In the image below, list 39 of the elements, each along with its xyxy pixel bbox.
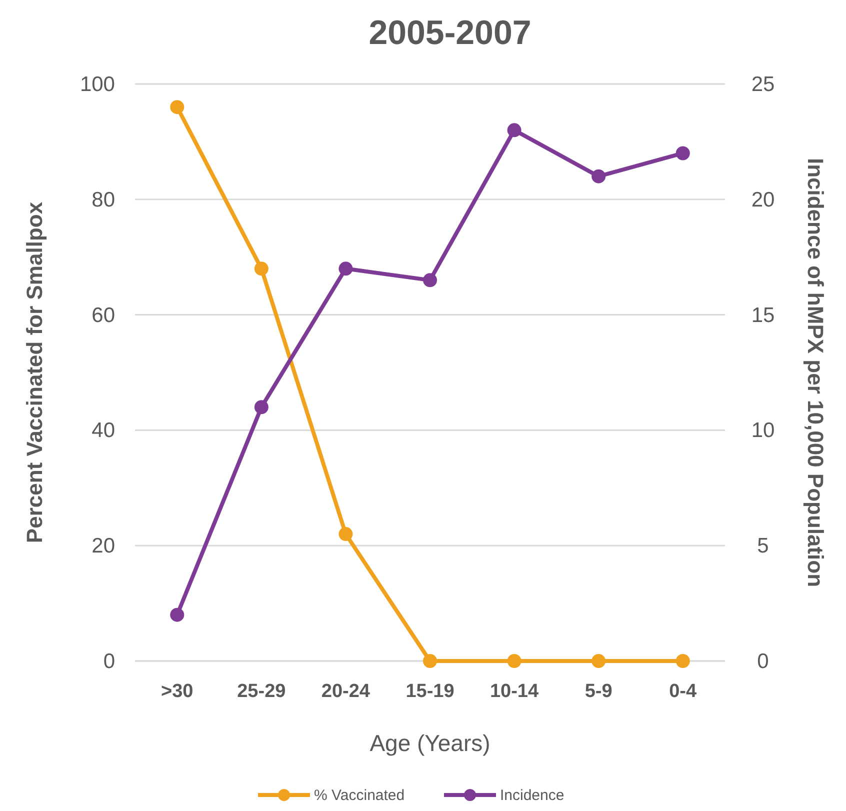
point (676, 654, 690, 668)
y-tick-label: 60 (92, 304, 115, 327)
x-tick-label: 20-24 (321, 681, 370, 702)
y-tick-label: 40 (92, 419, 115, 442)
y2-tick-label: 5 (757, 534, 769, 558)
point (592, 169, 606, 184)
y-tick-label: 100 (80, 73, 115, 96)
legend-label: Incidence (500, 787, 564, 804)
x-axis-title: Age (Years) (370, 730, 490, 756)
point (338, 262, 353, 276)
point (254, 400, 268, 414)
x-tick-label: 0-4 (669, 681, 698, 702)
y2-tick-label: 15 (751, 304, 775, 327)
y2-tick-label: 0 (757, 650, 769, 673)
y-axis-title: Percent Vaccinated for Smallpox (22, 201, 47, 544)
x-tick-label: 5-9 (584, 681, 612, 702)
point (592, 654, 606, 668)
y2-tick-label: 10 (751, 419, 775, 442)
point (170, 100, 184, 114)
point (170, 608, 184, 622)
y2-axis-title: Incidence of hMPX per 10,000 Population (803, 158, 828, 588)
point (676, 146, 690, 160)
chart-title: 2005-2007 (368, 14, 532, 52)
y-tick-label: 0 (103, 650, 115, 673)
y2-tick-label: 20 (751, 188, 775, 212)
x-tick-label: 10-14 (490, 681, 540, 702)
point (423, 654, 437, 668)
point (507, 654, 522, 668)
y-tick-label: 20 (92, 534, 115, 558)
y-tick-label: 80 (92, 188, 115, 212)
point (254, 262, 268, 276)
legend-label: % Vaccinated (314, 787, 405, 804)
y2-tick-label: 25 (751, 73, 775, 96)
point (338, 527, 353, 542)
x-tick-label: 25-29 (237, 681, 286, 702)
x-tick-label: 15-19 (406, 681, 454, 702)
point (423, 273, 437, 288)
x-tick-label: >30 (161, 681, 194, 702)
point (507, 123, 522, 138)
